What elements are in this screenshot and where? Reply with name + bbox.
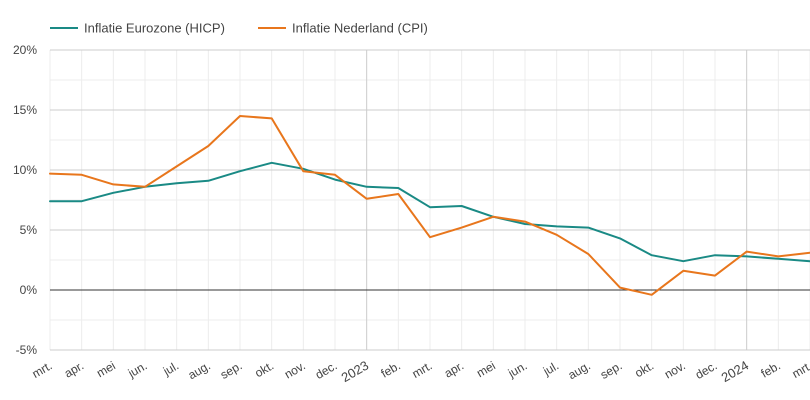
- x-tick-label: okt.: [632, 358, 656, 380]
- x-tick-label: dec.: [313, 358, 340, 381]
- series-layer: [49, 115, 810, 296]
- x-tick-label: dec.: [693, 358, 720, 381]
- series-line-nederland: [49, 115, 810, 296]
- legend-item-nederland[interactable]: Inflatie Nederland (CPI): [258, 21, 428, 36]
- x-tick-label: 2024: [719, 358, 752, 385]
- legend-label-eurozone: Inflatie Eurozone (HICP): [84, 21, 225, 36]
- y-axis: -5% 0% 5% 10% 15% 20%: [13, 43, 37, 357]
- y-tick-label: 0%: [20, 283, 38, 297]
- x-tick-label: sep.: [598, 358, 625, 381]
- legend-item-eurozone[interactable]: Inflatie Eurozone (HICP): [50, 21, 225, 36]
- x-tick-label: feb.: [758, 358, 782, 380]
- x-tick-label: nov.: [662, 358, 688, 381]
- y-tick-label: 5%: [20, 223, 38, 237]
- x-tick-label: apr.: [62, 358, 86, 380]
- series-line-eurozone: [49, 161, 810, 263]
- x-tick-label: 2023: [339, 358, 372, 385]
- x-tick-label: aug.: [566, 358, 593, 382]
- x-tick-label: jul.: [540, 358, 561, 378]
- y-tick-label: -5%: [16, 343, 38, 357]
- x-tick-label: feb.: [378, 358, 402, 380]
- x-tick-label: sep.: [218, 358, 245, 381]
- x-tick-label: mei: [94, 358, 118, 380]
- legend-label-nederland: Inflatie Nederland (CPI): [292, 21, 428, 36]
- x-tick-label: jun.: [505, 358, 530, 380]
- x-tick-label: mrt.: [30, 358, 55, 380]
- y-tick-label: 15%: [13, 103, 37, 117]
- x-tick-label: nov.: [282, 358, 308, 381]
- y-tick-label: 20%: [13, 43, 37, 57]
- x-tick-label: mrt.: [790, 358, 810, 380]
- grid: [49, 49, 810, 351]
- x-tick-label: okt.: [252, 358, 276, 380]
- x-tick-label: jul.: [160, 358, 181, 378]
- legend: Inflatie Eurozone (HICP) Inflatie Nederl…: [50, 21, 428, 36]
- x-tick-label: aug.: [186, 358, 213, 382]
- x-axis: mrt. apr. mei jun. jul. aug. sep. okt. nov. dec. 2…: [30, 358, 810, 385]
- x-tick-label: mei: [474, 358, 498, 380]
- y-tick-label: 10%: [13, 163, 37, 177]
- x-tick-label: apr.: [442, 358, 466, 380]
- x-tick-label: mrt.: [410, 358, 435, 380]
- x-tick-label: jun.: [125, 358, 150, 380]
